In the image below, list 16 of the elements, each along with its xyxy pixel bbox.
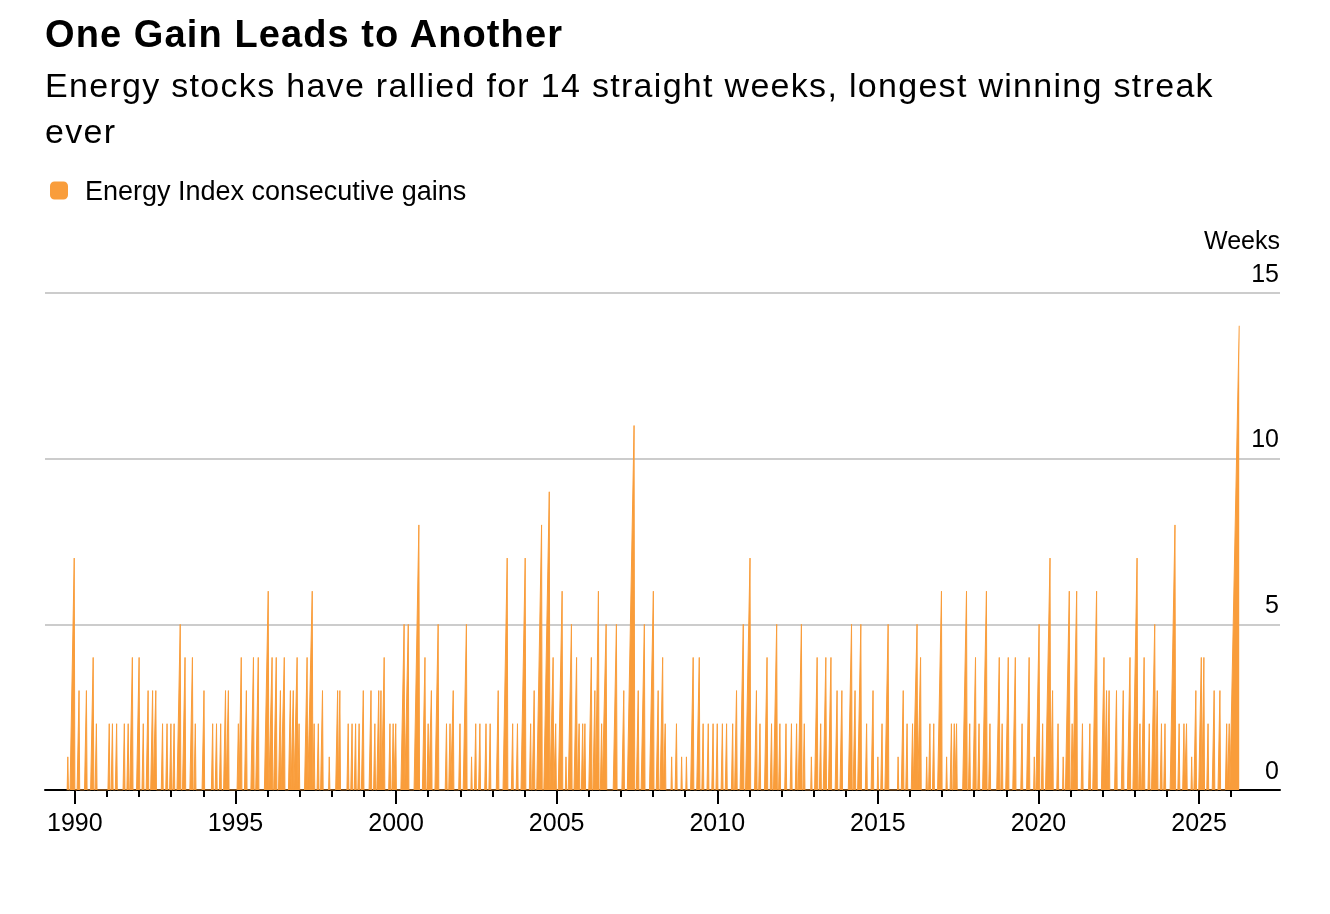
y-tick-label: 10 (1251, 424, 1279, 453)
y-axis-title: Weeks (1204, 225, 1280, 254)
x-tick-label: 2010 (689, 807, 746, 836)
x-tick-label: 2020 (1010, 807, 1067, 836)
x-tick-label: 2000 (368, 807, 424, 836)
x-tick-label: 2025 (1171, 807, 1227, 836)
x-tick-label: 1990 (47, 807, 103, 836)
x-tick-label: 2015 (850, 807, 906, 836)
chart-title: One Gain Leads to Another (45, 12, 565, 57)
y-tick-label: 5 (1265, 589, 1279, 618)
y-tick-label: 15 (1251, 258, 1279, 287)
chart-subtitle: Energy stocks have rallied for 14 straight weeks, longest winning streak ever (45, 65, 1215, 152)
x-tick-label: 1995 (207, 807, 264, 836)
y-tick-label: 0 (1265, 755, 1279, 784)
legend-label: Energy Index consecutive gains (85, 175, 467, 206)
x-tick-label: 2005 (528, 807, 585, 836)
